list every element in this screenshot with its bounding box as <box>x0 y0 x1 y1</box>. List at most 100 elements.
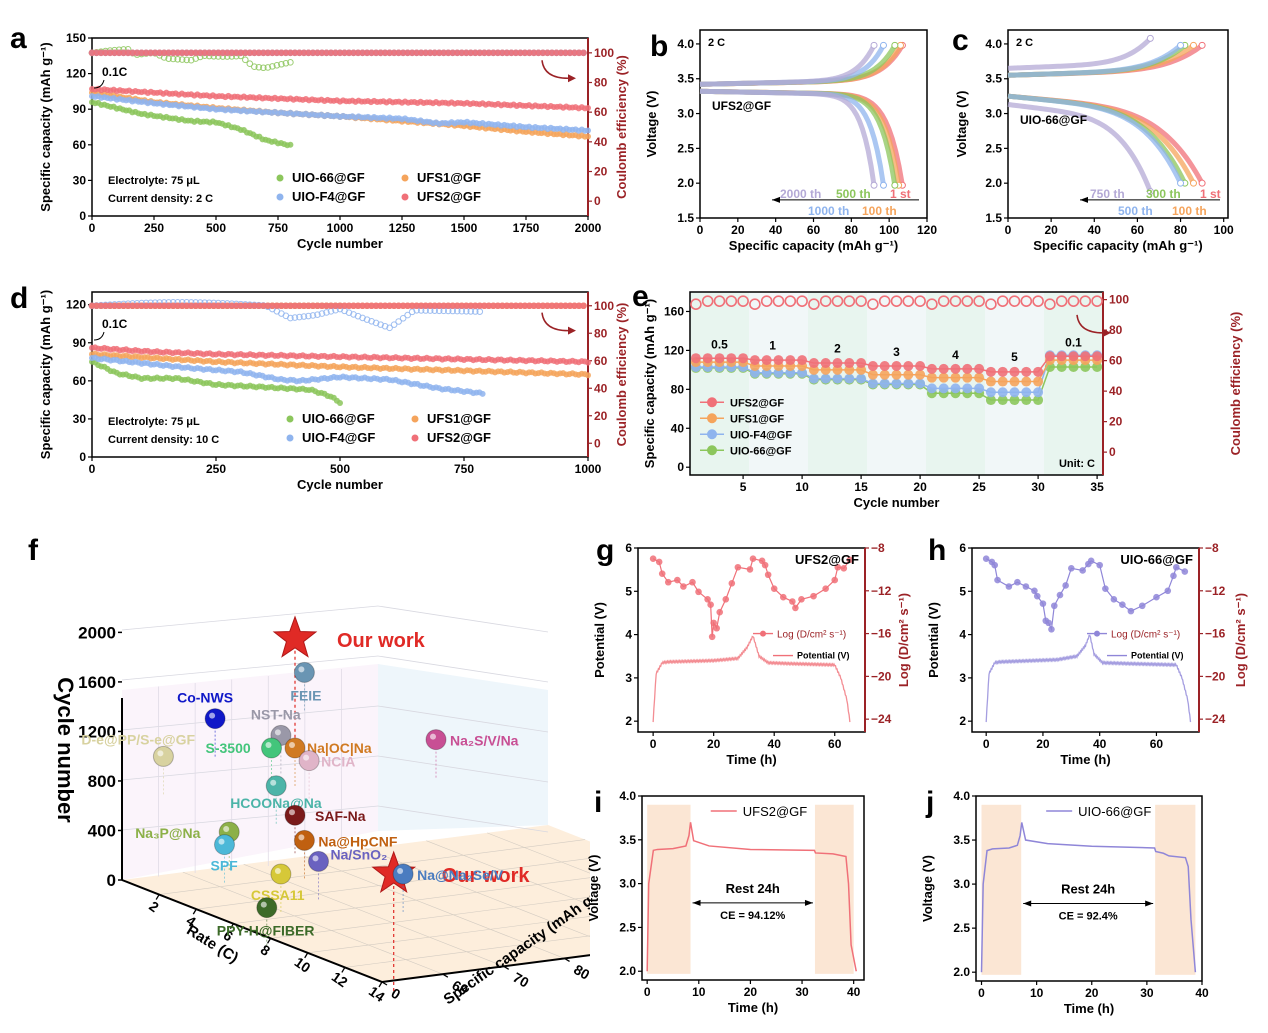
point-label-HCOONa@Na: HCOONa@Na <box>230 795 322 811</box>
x-tick-label: 60 <box>1131 223 1145 237</box>
sphere-highlight <box>274 868 281 874</box>
x-tick-label: 10 <box>692 985 706 999</box>
rate-point-UFS1@GF <box>985 376 996 387</box>
y2-tick-label: 80 <box>1109 323 1123 337</box>
ce-point-UIO-F4@GF <box>300 313 308 320</box>
charge-end-marker <box>879 41 887 49</box>
legend-label-potential: Potential (V) <box>797 651 850 661</box>
y2-tick-label: −20 <box>871 669 892 683</box>
rate-point-UFS2@GF <box>690 353 701 364</box>
y-tick-label: 4.0 <box>985 37 1002 51</box>
ce-point-UIO-F4@GF <box>377 321 384 328</box>
y2-tick-label: 20 <box>594 409 608 423</box>
x-tick <box>378 981 383 988</box>
y-tick-label: 3.5 <box>677 72 694 86</box>
rest-arrow-left-head <box>692 899 701 906</box>
x-axis-label: Cycle number <box>854 495 940 510</box>
rate-label: 1 <box>769 338 776 352</box>
y-tick-label: 0 <box>79 450 86 464</box>
rate-point-UIO-F4@GF <box>856 373 867 384</box>
log-d-point <box>708 633 716 641</box>
chart-c-voltage-profiles-uio66: 0 20 40 60 80 100 1.5 2.0 2.5 3.0 3.5 4.0 Specific c… <box>954 29 1234 253</box>
chart-a-cycling-2C: 0 250 500 750 1000 1250 1500 1750 20000306090120… <box>38 31 629 251</box>
y-tick-label: 70 <box>510 969 532 991</box>
capacity-point-UIO-F4@GF <box>479 390 486 397</box>
annotation-rate-0.1C: 0.1C <box>102 65 128 79</box>
z-tick-label: 800 <box>88 772 116 791</box>
ce-point-UIO-66@GF <box>255 63 263 71</box>
ce-point <box>1008 295 1021 307</box>
ce-point-UIO-66@GF <box>278 60 285 68</box>
rate-point-UFS1@GF <box>962 372 973 383</box>
ce-point-UIO-66@GF <box>178 56 186 63</box>
ce-point-UIO-F4@GF <box>359 314 366 322</box>
rate-point-UFS2@GF <box>879 360 890 371</box>
x-tick-label: 0 <box>978 986 985 1000</box>
x-tick-label: 40 <box>1093 737 1107 751</box>
ce-point <box>749 298 761 311</box>
ce-point <box>949 295 962 307</box>
y-tick-label: 90 <box>73 102 87 116</box>
point-label-S-3500: S-3500 <box>206 740 251 756</box>
ce-point-UIO-66@GF <box>273 61 281 69</box>
log-d-point <box>789 598 796 605</box>
ce-point <box>831 295 844 307</box>
log-d-point <box>716 608 724 616</box>
point-label-Co-NWS: Co-NWS <box>177 690 233 706</box>
y-tick-label: 4.0 <box>619 789 636 803</box>
legend-label-logd: Log (D/cm² s⁻¹) <box>1111 630 1180 641</box>
rate-point-UIO-F4@GF <box>879 378 890 389</box>
charge-discharge-window <box>647 804 691 974</box>
x-tick-label: 10 <box>1030 986 1044 1000</box>
sphere-highlight <box>289 742 295 748</box>
ce-point <box>725 295 738 307</box>
capacity-point-UFS2@GF <box>585 359 591 366</box>
arrow-to-right-axis <box>541 60 569 79</box>
y2-tick-label: 80 <box>594 76 608 90</box>
rate-point-UFS1@GF <box>1033 376 1044 387</box>
rate-band <box>1044 292 1103 475</box>
ce-point <box>737 295 749 307</box>
legend-marker <box>401 193 409 201</box>
arrow-head <box>568 74 576 83</box>
rate-point-UFS2@GF <box>820 358 831 369</box>
sample-label: UIO-66@GF <box>1120 552 1193 567</box>
log-d-point <box>1138 602 1146 610</box>
chart-j-self-discharge-uio66: 0 10 20 30 40 2.0 2.5 3.0 3.5 4.0 Time (h) Voltage … <box>920 789 1209 1016</box>
rate-point-UIO-F4@GF <box>844 373 855 384</box>
legend-marker <box>411 415 419 423</box>
y2-tick-label: 20 <box>1109 415 1123 429</box>
grid-line <box>121 705 379 731</box>
legend-marker <box>401 174 409 182</box>
rate-point-UFS2@GF <box>808 358 819 369</box>
sphere-highlight <box>298 834 305 841</box>
legend-label: UIO-66@GF <box>730 445 792 457</box>
ce-point <box>772 295 785 307</box>
discharge-curve-500th <box>1007 93 1183 185</box>
charge-end-marker <box>1177 41 1185 49</box>
y-tick-label: 2.0 <box>953 965 970 979</box>
chart-i-self-discharge-ufs2: 0 10 20 30 40 2.0 2.5 3.0 3.5 4.0 Time (h) Voltage … <box>586 789 865 1015</box>
sample-label: UFS2@GF <box>712 99 771 113</box>
discharge-end-marker <box>1198 179 1206 187</box>
ce-point <box>961 295 974 307</box>
y-axis-label: Voltage (V) <box>644 91 659 158</box>
cycle-label: 1 st <box>890 187 911 201</box>
sphere-highlight <box>430 733 436 740</box>
rate-point-UFS2@GF <box>785 355 796 366</box>
ce-point-UIO-66@GF <box>251 63 258 71</box>
y-tick-label: 60 <box>73 138 87 152</box>
x-tick-label: 20 <box>913 480 927 494</box>
x-tick-label: 60 <box>828 737 842 751</box>
x-tick-label: 25 <box>972 480 986 494</box>
ce-point-UIO-F4@GF <box>368 318 375 325</box>
ce-point-UIO-F4@GF <box>408 308 416 316</box>
rate-point-UFS1@GF <box>915 369 926 380</box>
x-tick-label: 8 <box>258 941 274 959</box>
rate-point-UFS2@GF <box>773 355 784 366</box>
y2-tick-label: −12 <box>871 584 892 598</box>
back-wall-right <box>378 664 548 831</box>
back-wall-left <box>122 664 378 880</box>
rate-point-UFS2@GF <box>915 360 926 371</box>
rate-point-UIO-F4@GF <box>1021 387 1032 398</box>
